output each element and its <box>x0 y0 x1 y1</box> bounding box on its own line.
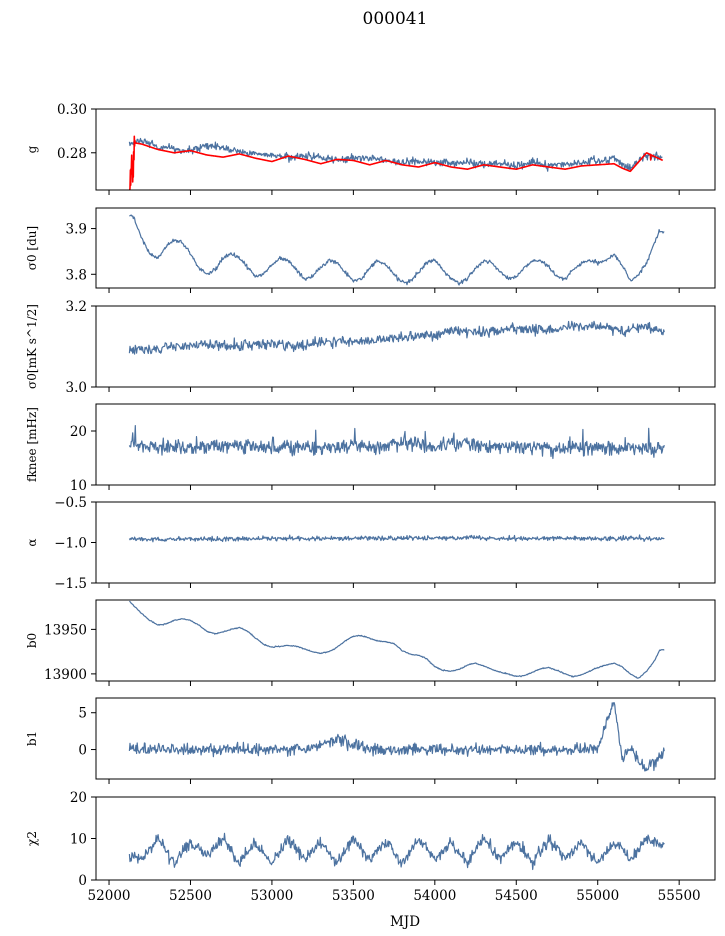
panel-7: 0 5 b1 <box>25 697 716 784</box>
panel-4-ytick-label: 10 <box>70 478 87 494</box>
panel-5-frame <box>95 501 716 584</box>
figure-title: 000041 <box>363 9 428 29</box>
x-tick-label: 53000 <box>250 888 293 904</box>
panel-7-ytick-label: 0 <box>78 743 87 759</box>
panel-2-ytick-label: 3.9 <box>66 222 87 238</box>
panel-3-plot <box>128 320 665 355</box>
panel-3-ytick-label: 3.0 <box>66 380 87 396</box>
panel-8-frame <box>95 796 716 881</box>
panel-8: 0 10 20 52000 52500 53000 53500 54000 54500 55000… <box>25 790 716 904</box>
x-tick-label: 52500 <box>169 888 212 904</box>
panel-7-series-1 <box>128 702 665 772</box>
panel-6-plot <box>129 600 665 679</box>
panel-2-ylabel: σ0 [du] <box>25 226 39 270</box>
panel-8-ytick-label: 0 <box>78 873 87 889</box>
panel-6-series-1 <box>129 600 665 679</box>
panel-8-ytick-label: 20 <box>70 790 87 806</box>
panel-1-frame <box>95 108 716 191</box>
panel-4-ylabel: fknee [mHz] <box>25 407 39 482</box>
x-tick-label: 54000 <box>413 888 456 904</box>
panel-1-series-1 <box>128 137 663 172</box>
panel-3-series-1 <box>128 320 665 355</box>
panel-5-series-1 <box>128 534 665 543</box>
panel-6-ylabel: b0 <box>25 633 39 648</box>
panel-2-plot <box>129 214 665 286</box>
panel-5: −1.5 −1.0 −0.5 α <box>25 495 716 592</box>
panel-8-ylabel: χ2 <box>25 831 39 846</box>
x-tick-label: 55000 <box>576 888 619 904</box>
panel-5-plot <box>128 534 665 543</box>
panel-1-series-2 <box>128 135 664 190</box>
panel-6-frame <box>95 599 716 682</box>
panel-2-frame <box>95 207 716 289</box>
x-tick-label: 53500 <box>332 888 375 904</box>
panel-7-plot <box>128 702 665 772</box>
x-tick-label: 55500 <box>658 888 701 904</box>
panel-3: 3.0 3.2 σ0[mK s^1/2] <box>25 299 716 396</box>
panel-7-frame <box>95 697 716 780</box>
panel-4-frame <box>95 403 716 486</box>
panel-8-plot <box>128 832 665 871</box>
panel-1-plot <box>128 135 664 190</box>
panel-3-ylabel: σ0[mK s^1/2] <box>25 304 39 389</box>
panel-1-ytick-label: 0.28 <box>57 146 87 162</box>
panel-8-ytick-label: 10 <box>70 832 87 848</box>
panel-7-ytick-label: 5 <box>78 706 87 722</box>
panel-6: 13900 13950 b0 <box>25 599 716 686</box>
panel-6-ytick-label: 13950 <box>44 622 87 638</box>
panel-3-ytick-label: 3.2 <box>66 299 87 315</box>
panel-2-ytick-label: 3.8 <box>66 267 87 283</box>
panel-5-ytick-label: −1.5 <box>54 576 87 592</box>
panel-5-ylabel: α <box>25 538 39 546</box>
x-axis-label: MJD <box>390 914 420 930</box>
panel-1-ylabel: g <box>25 145 39 153</box>
panel-4-plot <box>128 425 665 460</box>
panel-1-ytick-label: 0.30 <box>57 102 87 118</box>
panel-2: 3.8 3.9 σ0 [du] <box>25 207 716 293</box>
x-tick-label: 52000 <box>88 888 131 904</box>
panel-5-ytick-label: −1.0 <box>54 536 87 552</box>
panel-2-series-1 <box>129 214 665 286</box>
panel-3-frame <box>95 305 716 388</box>
panel-4: 10 20 fknee [mHz] <box>25 403 716 494</box>
panel-6-ytick-label: 13900 <box>44 667 87 683</box>
x-tick-label: 54500 <box>495 888 538 904</box>
panel-1: 0.28 0.30 g <box>25 102 716 195</box>
panel-5-ytick-label: −0.5 <box>54 495 87 511</box>
panel-4-series-1 <box>128 425 665 460</box>
panel-8-series-1 <box>128 832 665 871</box>
panel-4-ytick-label: 20 <box>70 424 87 440</box>
panel-7-ylabel: b1 <box>25 731 39 746</box>
